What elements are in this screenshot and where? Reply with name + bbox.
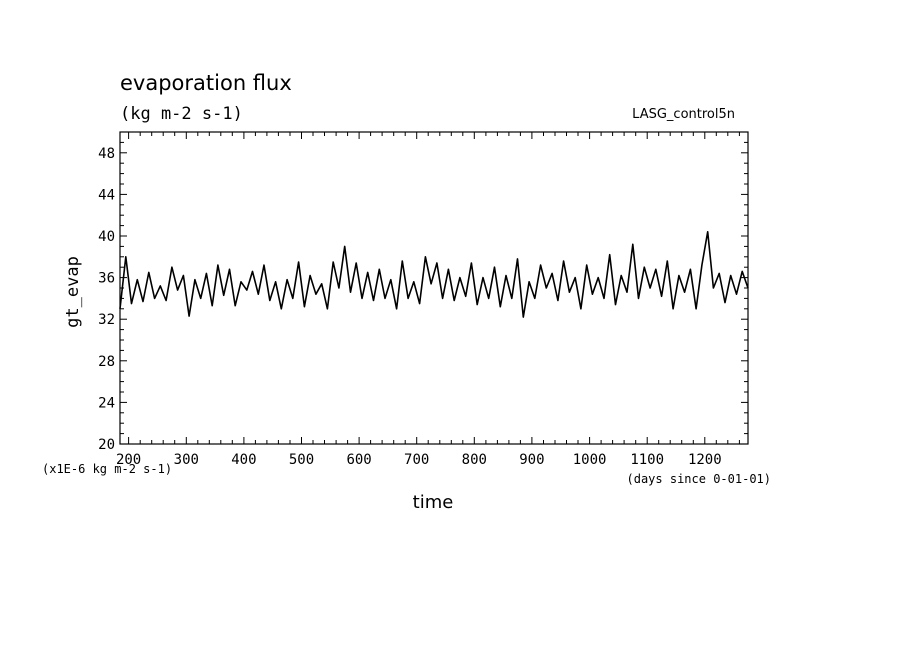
x-tick-label: 400 [231, 452, 256, 468]
y-axis-label: gt_evap [63, 256, 83, 328]
x-tick-label: 300 [174, 452, 199, 468]
x-tick-label: 700 [404, 452, 429, 468]
y-tick-label: 48 [98, 146, 115, 162]
x-axis: 200 300 400 500 600 700 800 900 1000 1100 1200 [116, 132, 740, 468]
x-tick-label: 1000 [573, 452, 607, 468]
chart-title: evaporation flux [120, 71, 292, 95]
y-tick-label: 28 [98, 354, 115, 370]
x-tick-label: 1100 [630, 452, 664, 468]
x-axis-label: time [413, 492, 454, 513]
x-tick-label: 900 [519, 452, 544, 468]
y-tick-label: 32 [98, 312, 115, 328]
x-unit-note: (days since 0-01-01) [627, 472, 772, 486]
y-tick-label: 36 [98, 271, 115, 287]
y-tick-label: 20 [98, 437, 115, 453]
y-tick-label: 44 [98, 187, 115, 203]
series-line [119, 231, 749, 318]
x-tick-label: 800 [462, 452, 487, 468]
x-tick-label: 1200 [688, 452, 722, 468]
y-tick-label: 24 [98, 395, 115, 411]
run-label: LASG_control5n [632, 107, 735, 122]
y-tick-label: 40 [98, 229, 115, 245]
y-unit-note: (x1E-6 kg m-2 s-1) [42, 462, 172, 476]
y-axis: 20 24 28 32 36 40 44 48 [98, 131, 748, 453]
chart-subtitle: (kg m-2 s-1) [120, 104, 243, 124]
x-tick-label: 500 [289, 452, 314, 468]
x-tick-label: 600 [346, 452, 371, 468]
x-tick-label: 200 [116, 452, 141, 468]
